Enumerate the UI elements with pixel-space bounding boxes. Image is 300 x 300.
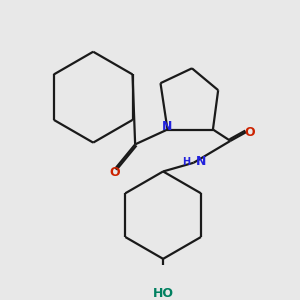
- Text: O: O: [110, 166, 120, 179]
- Text: HO: HO: [153, 287, 174, 300]
- Text: H: H: [182, 157, 190, 167]
- Text: N: N: [162, 119, 173, 133]
- Text: N: N: [195, 155, 206, 168]
- Text: O: O: [244, 126, 255, 139]
